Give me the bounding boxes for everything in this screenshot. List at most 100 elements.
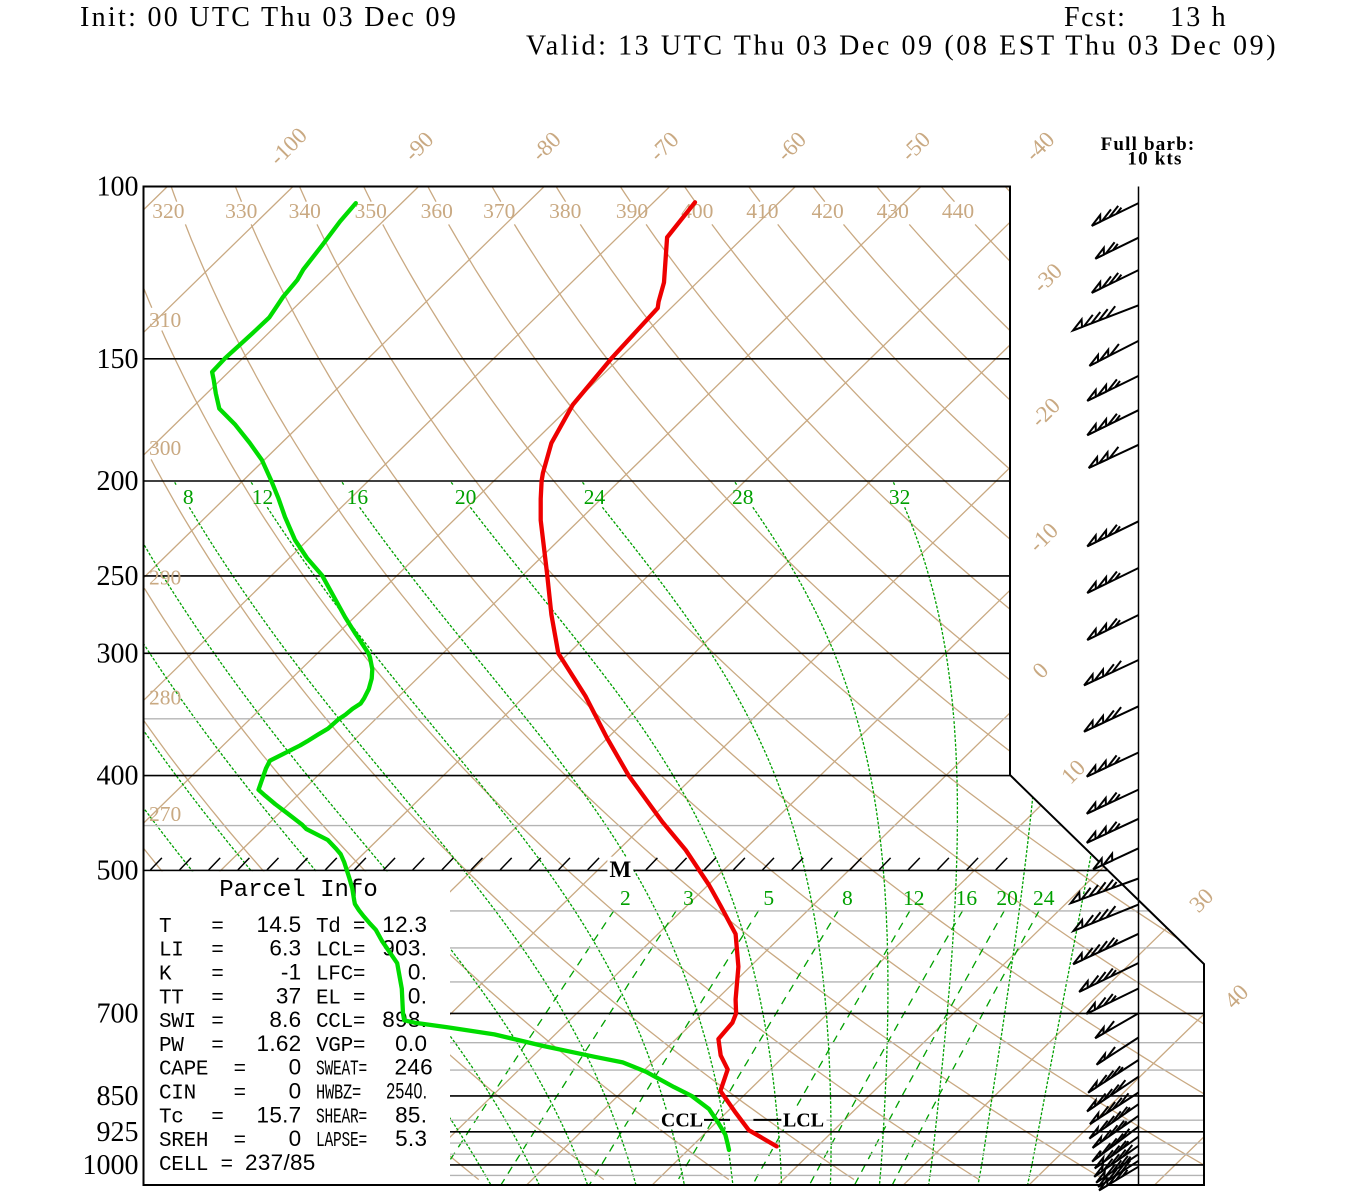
svg-text:T: T (159, 916, 171, 939)
svg-text:250: 250 (97, 561, 139, 592)
svg-text:20: 20 (996, 886, 1018, 910)
svg-text:32: 32 (889, 485, 911, 509)
svg-text:Full barb:: Full barb: (1101, 134, 1196, 155)
svg-text:CAPE: CAPE (159, 1059, 208, 1082)
svg-text:8.6: 8.6 (269, 1007, 301, 1032)
svg-text:=: = (211, 940, 223, 963)
svg-text:12: 12 (903, 886, 925, 910)
svg-text:LCL: LCL (783, 1110, 824, 1132)
svg-text:150: 150 (97, 344, 139, 375)
svg-text:CCL=: CCL= (316, 1011, 365, 1034)
svg-text:903.: 903. (382, 936, 427, 961)
svg-text:SWI: SWI (159, 1011, 196, 1034)
svg-text:420: 420 (811, 199, 843, 223)
svg-text:6.3: 6.3 (269, 936, 301, 961)
svg-text:LAPSE=: LAPSE= (316, 1130, 367, 1153)
svg-text:850: 850 (97, 1081, 139, 1112)
svg-text:12.3: 12.3 (382, 912, 427, 937)
svg-text:300: 300 (97, 638, 139, 669)
svg-text:5.3: 5.3 (395, 1126, 427, 1151)
svg-text:14.5: 14.5 (257, 912, 302, 937)
svg-text:410: 410 (746, 199, 778, 223)
svg-text:2540.: 2540. (386, 1079, 427, 1104)
svg-text:CIN: CIN (159, 1083, 196, 1106)
svg-text:330: 330 (225, 199, 257, 223)
svg-text:10 kts: 10 kts (1127, 149, 1182, 170)
svg-text:0.0: 0.0 (395, 1031, 427, 1056)
svg-text:TT: TT (159, 987, 184, 1010)
svg-text:Valid: 13 UTC Thu 03 Dec 09 (0: Valid: 13 UTC Thu 03 Dec 09 (08 EST Thu … (526, 31, 1278, 62)
svg-text:=: = (211, 1106, 223, 1129)
svg-text:=: = (211, 1035, 223, 1058)
svg-text:1.62: 1.62 (257, 1031, 302, 1056)
svg-text:Tc: Tc (159, 1106, 184, 1129)
svg-text:CCL: CCL (661, 1110, 703, 1132)
svg-text:300: 300 (149, 436, 181, 460)
svg-text:=: = (211, 964, 223, 987)
svg-text:PW: PW (159, 1035, 184, 1058)
svg-text:Fcst:: Fcst: (1064, 2, 1126, 33)
svg-text:350: 350 (355, 199, 387, 223)
svg-text:8: 8 (183, 485, 194, 509)
svg-text:SHEAR=: SHEAR= (316, 1106, 367, 1129)
svg-text:280: 280 (149, 686, 181, 710)
svg-text:20: 20 (455, 485, 477, 509)
svg-text:700: 700 (97, 998, 139, 1029)
svg-text:500: 500 (97, 855, 139, 886)
svg-text:LFC=: LFC= (316, 964, 365, 987)
svg-text:28: 28 (732, 485, 754, 509)
svg-text:3: 3 (683, 886, 694, 910)
svg-text:380: 380 (549, 199, 581, 223)
svg-text:100: 100 (97, 172, 139, 203)
svg-text:SREH: SREH (159, 1130, 208, 1153)
svg-text:85.: 85. (395, 1102, 427, 1127)
svg-text:EL =: EL = (316, 987, 365, 1010)
svg-text:LI: LI (159, 940, 184, 963)
svg-text:1000: 1000 (83, 1150, 139, 1181)
svg-text:HWBZ=: HWBZ= (316, 1083, 361, 1106)
svg-text:400: 400 (97, 761, 139, 792)
svg-text:12: 12 (252, 485, 274, 509)
svg-text:SWEAT=: SWEAT= (316, 1059, 367, 1082)
svg-text:=: = (234, 1130, 246, 1153)
svg-text:=: = (211, 1011, 223, 1034)
svg-text:=: = (234, 1059, 246, 1082)
svg-text:24: 24 (584, 485, 606, 509)
svg-text:Init: 00 UTC Thu 03 Dec 09: Init: 00 UTC Thu 03 Dec 09 (80, 2, 458, 33)
svg-text:310: 310 (149, 308, 181, 332)
svg-text:430: 430 (877, 199, 909, 223)
svg-text:0.: 0. (408, 960, 427, 985)
svg-text:200: 200 (97, 466, 139, 497)
svg-text:=: = (211, 916, 223, 939)
svg-text:925: 925 (97, 1117, 139, 1148)
svg-text:=: = (211, 987, 223, 1010)
svg-text:360: 360 (421, 199, 453, 223)
svg-text:37: 37 (276, 983, 302, 1008)
svg-text:340: 340 (289, 199, 321, 223)
svg-text:15.7: 15.7 (257, 1102, 302, 1127)
svg-text:246: 246 (395, 1055, 433, 1080)
svg-text:0: 0 (289, 1079, 302, 1104)
svg-text:270: 270 (149, 802, 181, 826)
svg-text:8: 8 (842, 886, 853, 910)
svg-text:VGP=: VGP= (316, 1035, 365, 1058)
svg-text:13 h: 13 h (1170, 2, 1228, 33)
svg-text:290: 290 (149, 566, 181, 590)
svg-text:16: 16 (347, 485, 369, 509)
svg-text:390: 390 (616, 199, 648, 223)
svg-text:440: 440 (942, 199, 974, 223)
svg-text:M: M (610, 857, 632, 882)
svg-text:5: 5 (763, 886, 774, 910)
svg-text:K: K (159, 964, 172, 987)
svg-text:0: 0 (289, 1055, 302, 1080)
svg-text:CELL =: CELL = (159, 1154, 233, 1177)
svg-text:LCL=: LCL= (316, 940, 365, 963)
svg-text:16: 16 (956, 886, 978, 910)
svg-text:=: = (234, 1083, 246, 1106)
svg-text:370: 370 (483, 199, 515, 223)
svg-text:Td =: Td = (316, 916, 365, 939)
svg-text:0: 0 (289, 1126, 302, 1151)
svg-text:237/85: 237/85 (245, 1150, 316, 1175)
svg-text:0.: 0. (408, 983, 427, 1008)
svg-text:-1: -1 (281, 960, 302, 985)
